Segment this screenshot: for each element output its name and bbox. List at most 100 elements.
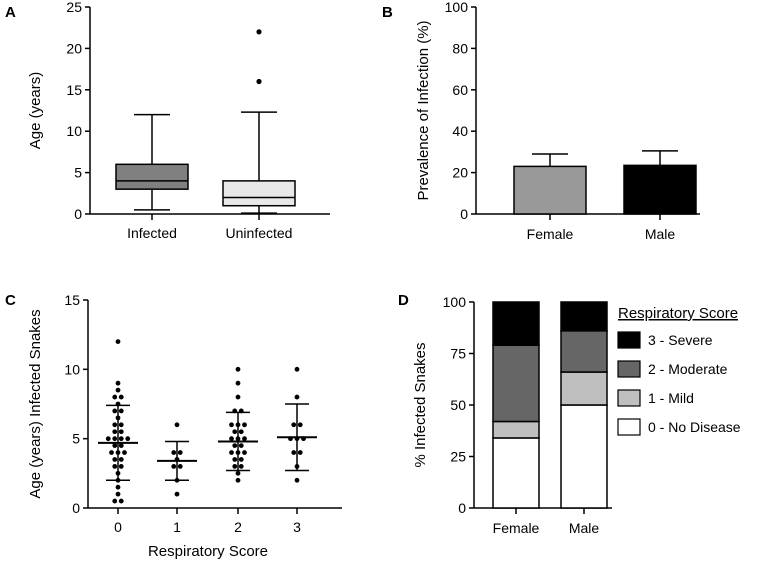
data-point (112, 394, 118, 400)
data-point (105, 436, 111, 442)
y-tick-label: 0 (458, 500, 466, 516)
x-axis-title: Respiratory Score (148, 543, 268, 560)
legend-swatch (617, 418, 641, 436)
segment-male (560, 301, 608, 332)
panel-a-boxplot: 0 5 10 15 20 25 Age (years) Infected Uninfected (27, 0, 330, 241)
panel-label-a: A (5, 4, 16, 21)
data-point (229, 450, 234, 455)
legend-label: 2 - Moderate (648, 361, 728, 377)
data-point (242, 450, 247, 455)
data-point (235, 380, 241, 386)
y-axis-title: Prevalence of Infection (%) (415, 20, 432, 200)
x-tick-label: Uninfected (226, 225, 293, 241)
panel-label-c: C (5, 292, 16, 309)
segment-male (560, 330, 608, 373)
x-tick-label: Female (493, 520, 540, 536)
data-point (115, 380, 121, 386)
data-point (229, 422, 234, 428)
data-point (294, 394, 300, 400)
segment-female (492, 437, 540, 509)
legend-swatch (617, 360, 641, 378)
legend-swatch (617, 331, 641, 349)
segment-male (560, 371, 608, 406)
data-point (171, 464, 177, 469)
data-point (238, 464, 244, 469)
data-point (112, 436, 118, 442)
y-axis-title: % Infected Snakes (412, 342, 429, 467)
y-tick-label: 60 (452, 82, 468, 98)
data-point (297, 450, 303, 455)
y-tick-label: 20 (66, 40, 82, 56)
y-tick-label: 10 (66, 123, 82, 139)
y-tick-label: 75 (450, 346, 466, 362)
data-point (242, 436, 247, 442)
data-point (115, 491, 121, 497)
data-point (115, 387, 121, 393)
data-point (291, 450, 297, 455)
data-point (229, 436, 234, 442)
y-tick-label: 15 (64, 292, 80, 308)
legend-swatch (617, 389, 641, 407)
data-point (109, 450, 114, 455)
panel-label-d: D (398, 292, 409, 309)
data-point (232, 443, 238, 448)
data-point (177, 450, 183, 455)
data-point (118, 408, 124, 414)
y-tick-label: 0 (72, 500, 80, 516)
y-tick-label: 25 (66, 0, 82, 15)
data-point (112, 408, 118, 414)
data-point (177, 464, 183, 469)
y-tick-label: 100 (443, 294, 467, 310)
panel-d-stacked-bar: 0 25 50 75 100 % Infected Snakes Female Male Res… (412, 294, 741, 536)
data-point (118, 429, 124, 435)
data-point (122, 450, 127, 455)
data-point (174, 422, 180, 428)
data-point (235, 366, 241, 372)
data-point (112, 429, 118, 435)
bar-male (623, 164, 697, 215)
data-point (115, 484, 121, 490)
y-tick-label: 80 (452, 40, 468, 56)
data-point (118, 464, 124, 469)
data-point (112, 464, 118, 469)
segment-male (560, 404, 608, 509)
data-point (112, 422, 118, 428)
y-tick-label: 50 (450, 397, 466, 413)
legend-title: Respiratory Score (618, 305, 738, 322)
outlier-point (256, 78, 262, 85)
data-point (294, 366, 300, 372)
legend-label: 3 - Severe (648, 332, 713, 348)
y-tick-label: 0 (460, 206, 468, 222)
box-infected (115, 163, 189, 190)
x-tick-label: Male (569, 520, 600, 536)
data-point (118, 498, 124, 504)
data-point (112, 457, 118, 462)
data-point (294, 477, 300, 483)
data-point (125, 436, 131, 442)
y-tick-label: 10 (64, 361, 80, 377)
data-point (118, 457, 124, 462)
y-tick-label: 15 (66, 82, 82, 98)
data-point (118, 394, 124, 400)
x-tick-label: 1 (173, 519, 181, 535)
y-tick-label: 100 (445, 0, 469, 15)
data-point (238, 443, 244, 448)
data-point (118, 436, 124, 442)
data-point (297, 422, 303, 428)
data-point (118, 422, 124, 428)
data-point (232, 429, 238, 435)
data-point (291, 422, 297, 428)
data-point (174, 491, 180, 497)
data-point (112, 443, 118, 448)
segment-female (492, 301, 540, 347)
bar-female (513, 165, 587, 215)
y-tick-label: 5 (74, 165, 82, 181)
x-tick-label: Infected (127, 225, 177, 241)
data-point (112, 498, 118, 504)
data-point (235, 394, 241, 400)
legend-label: 1 - Mild (648, 390, 694, 406)
outlier-point (256, 29, 262, 35)
y-tick-label: 5 (72, 431, 80, 447)
data-point (238, 457, 244, 462)
